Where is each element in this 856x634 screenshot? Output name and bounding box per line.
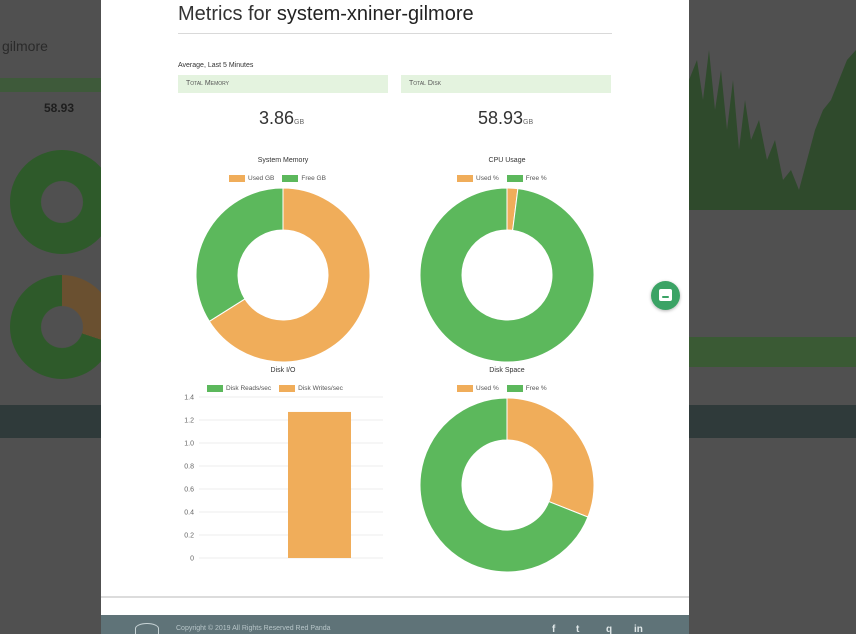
chart-legend: Used % Free % — [457, 385, 547, 392]
legend-swatch — [457, 175, 473, 182]
legend-item-used[interactable]: Used GB — [229, 175, 274, 182]
chart-legend: Used % Free % — [457, 175, 547, 182]
background-band — [689, 337, 856, 367]
legend-item-free[interactable]: Free % — [507, 385, 547, 392]
chart-title: System Memory — [223, 157, 343, 164]
title-prefix: Metrics for — [178, 3, 271, 25]
total-memory-box: Total Memory — [178, 75, 388, 93]
chat-icon — [659, 289, 672, 301]
chart-title: CPU Usage — [447, 157, 567, 164]
background-left-panel: gilmore 58.93 — [0, 0, 101, 634]
search-icon[interactable]: q — [606, 624, 612, 634]
y-tick-label: 0.6 — [184, 487, 194, 494]
cpu-usage-donut — [419, 187, 595, 363]
legend-swatch — [507, 175, 523, 182]
legend-item-free[interactable]: Free % — [507, 175, 547, 182]
y-tick-label: 1.2 — [184, 418, 194, 425]
background-disk-value: 58.93 — [44, 101, 74, 115]
background-footer — [0, 405, 101, 438]
copyright-text: Copyright © 2019 All Rights Reserved Red… — [176, 625, 331, 632]
donut-slice-free[interactable] — [196, 188, 283, 321]
system-memory-donut — [195, 187, 371, 363]
chat-button[interactable] — [651, 281, 680, 310]
legend-item-used[interactable]: Used % — [457, 385, 499, 392]
bar-disk-writes[interactable] — [288, 412, 351, 558]
logo-icon — [135, 623, 159, 634]
legend-swatch — [229, 175, 245, 182]
host-name: system-xniner-gilmore — [277, 3, 474, 25]
average-label: Average, Last 5 Minutes — [178, 62, 253, 69]
chart-legend: Used GB Free GB — [229, 175, 326, 182]
background-area-chart — [689, 40, 856, 210]
y-tick-label: 1.4 — [184, 395, 194, 402]
total-memory-label: Total Memory — [186, 80, 229, 87]
total-disk-box: Total Disk — [401, 75, 611, 93]
background-footer — [689, 405, 856, 438]
linkedin-icon[interactable]: in — [634, 624, 643, 634]
total-disk-label: Total Disk — [409, 80, 441, 87]
legend-swatch — [507, 385, 523, 392]
background-donut-chart — [10, 275, 114, 379]
metrics-modal: Metrics for system-xniner-gilmore Averag… — [101, 0, 689, 634]
disk-space-donut — [419, 397, 595, 573]
donut-slice-used[interactable] — [507, 398, 594, 517]
facebook-icon[interactable]: f — [552, 624, 555, 634]
legend-item-free[interactable]: Free GB — [282, 175, 326, 182]
y-tick-label: 0.4 — [184, 510, 194, 517]
legend-swatch — [282, 175, 298, 182]
title-divider — [178, 33, 612, 34]
chart-title: Disk Space — [447, 367, 567, 374]
disk-io-bar-chart: 1.4 1.2 1.0 0.8 0.6 0.4 0.2 0 — [171, 390, 391, 570]
background-host-title: gilmore — [2, 38, 48, 54]
modal-footer: Copyright © 2019 All Rights Reserved Red… — [101, 615, 689, 634]
y-tick-label: 0 — [190, 556, 194, 563]
y-tick-label: 1.0 — [184, 441, 194, 448]
legend-swatch — [457, 385, 473, 392]
y-tick-label: 0.2 — [184, 533, 194, 540]
modal-divider — [101, 596, 689, 598]
chart-title: Disk I/O — [223, 367, 343, 374]
twitter-icon[interactable]: t — [576, 624, 579, 634]
modal-title: Metrics for system-xniner-gilmore — [178, 3, 474, 26]
total-disk-value: 58.93GB — [478, 108, 533, 129]
donut-slice-free[interactable] — [420, 188, 594, 362]
y-tick-label: 0.8 — [184, 464, 194, 471]
total-memory-value: 3.86GB — [259, 108, 304, 129]
background-donut-chart — [10, 150, 114, 254]
background-stat-stripe — [0, 78, 101, 92]
legend-item-used[interactable]: Used % — [457, 175, 499, 182]
